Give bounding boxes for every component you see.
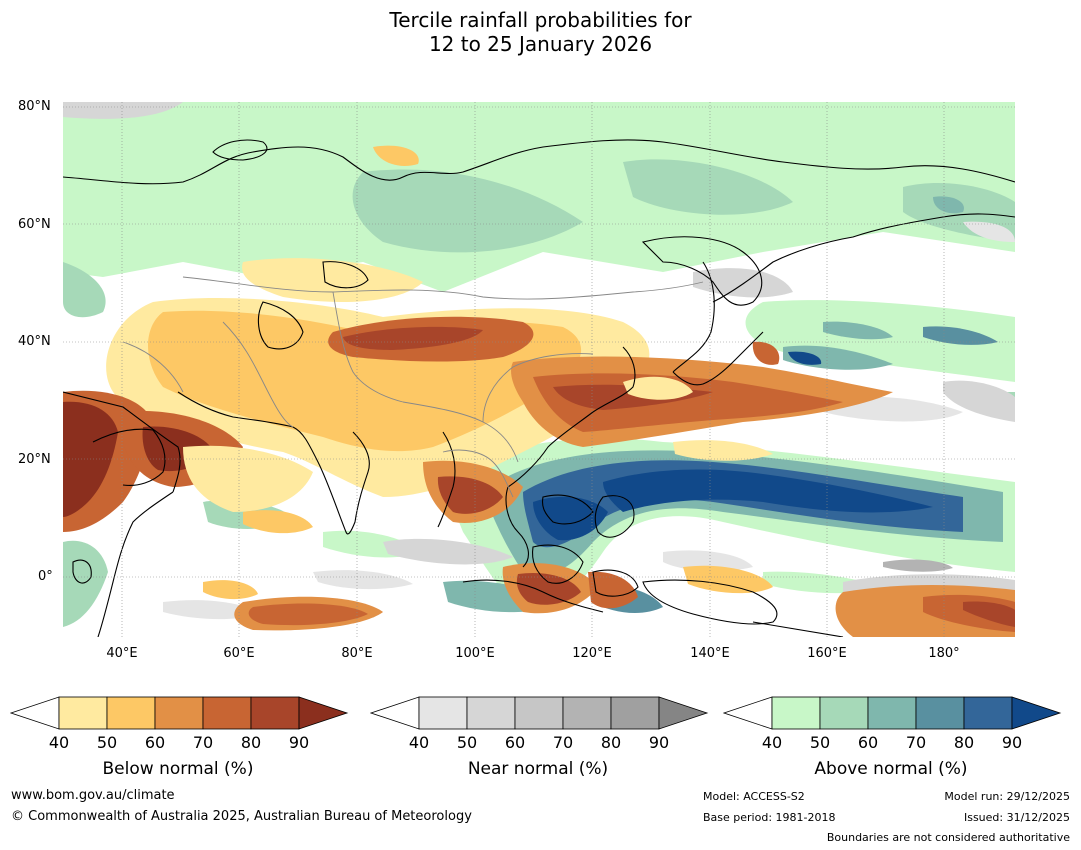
below-tick-70: 70	[192, 733, 214, 752]
near-swatch-40	[418, 696, 468, 730]
below-swatch-40	[58, 696, 108, 730]
map-canvas	[63, 102, 1015, 637]
graticule	[63, 102, 1015, 637]
lon-label-180: 180°	[928, 646, 960, 661]
below-tick-50: 50	[96, 733, 118, 752]
above-tick-50: 50	[809, 733, 831, 752]
lon-label-80e: 80°E	[341, 646, 373, 661]
below-normal-regions	[63, 145, 1015, 637]
legend-above-normal-colorbar	[723, 696, 1062, 730]
near-swatch-60	[514, 696, 564, 730]
lon-label-60e: 60°E	[223, 646, 255, 661]
near-tick-60: 60	[504, 733, 526, 752]
above-normal-title: Above normal (%)	[814, 759, 968, 779]
near-tick-50: 50	[456, 733, 478, 752]
title-line-2: 12 to 25 January 2026	[428, 32, 653, 56]
lon-label-140e: 140°E	[690, 646, 730, 661]
lat-label-80n: 80°N	[18, 99, 51, 114]
near-swatch-50	[466, 696, 516, 730]
below-swatch-80	[250, 696, 300, 730]
model-name: Model: ACCESS-S2	[703, 790, 805, 803]
above-swatch-70	[915, 696, 965, 730]
above-tick-40: 40	[761, 733, 783, 752]
copyright-text: © Commonwealth of Australia 2025, Austra…	[11, 809, 472, 824]
above-swatch-60	[867, 696, 917, 730]
lon-label-120e: 120°E	[572, 646, 612, 661]
title-line-1: Tercile rainfall probabilities for	[389, 8, 692, 32]
below-tick-90: 90	[288, 733, 310, 752]
near-arrow-low	[370, 696, 420, 730]
rainfall-probability-map	[63, 102, 1015, 637]
below-arrow-low	[10, 696, 60, 730]
near-tick-40: 40	[408, 733, 430, 752]
country-boundaries	[122, 276, 704, 498]
near-tick-80: 80	[600, 733, 622, 752]
above-arrow-high	[1011, 696, 1062, 730]
near-normal-title: Near normal (%)	[467, 759, 609, 779]
near-swatch-80	[610, 696, 660, 730]
above-tick-70: 70	[905, 733, 927, 752]
base-period: Base period: 1981-2018	[703, 811, 836, 824]
near-tick-90: 90	[648, 733, 670, 752]
below-arrow-high	[298, 696, 349, 730]
lon-label-160e: 160°E	[807, 646, 847, 661]
above-swatch-80	[963, 696, 1013, 730]
below-swatch-50	[106, 696, 156, 730]
above-tick-90: 90	[1001, 733, 1023, 752]
above-normal-regions	[63, 102, 1015, 627]
near-swatch-70	[562, 696, 612, 730]
issued-date: Issued: 31/12/2025	[963, 811, 1070, 824]
above-arrow-low	[723, 696, 773, 730]
lat-label-40n: 40°N	[18, 334, 51, 349]
lon-label-100e: 100°E	[455, 646, 495, 661]
below-swatch-60	[154, 696, 204, 730]
website-link[interactable]: www.bom.gov.au/climate	[11, 788, 175, 803]
above-swatch-50	[819, 696, 869, 730]
below-tick-40: 40	[48, 733, 70, 752]
lat-label-0: 0°	[38, 569, 53, 584]
below-normal-title: Below normal (%)	[102, 759, 254, 779]
above-tick-60: 60	[857, 733, 879, 752]
legend-below-normal-colorbar	[10, 696, 349, 730]
lon-label-40e: 40°E	[106, 646, 138, 661]
model-run-date: Model run: 29/12/2025	[944, 790, 1070, 803]
near-arrow-high	[658, 696, 709, 730]
above-swatch-40	[771, 696, 821, 730]
legend-near-normal-colorbar	[370, 696, 709, 730]
lat-label-20n: 20°N	[18, 452, 51, 467]
near-tick-70: 70	[552, 733, 574, 752]
lat-label-60n: 60°N	[18, 217, 51, 232]
below-tick-60: 60	[144, 733, 166, 752]
boundaries-disclaimer: Boundaries are not considered authoritat…	[826, 831, 1070, 844]
above-tick-80: 80	[953, 733, 975, 752]
map-title: Tercile rainfall probabilities for 12 to…	[0, 8, 1081, 56]
below-swatch-70	[202, 696, 252, 730]
below-tick-80: 80	[240, 733, 262, 752]
